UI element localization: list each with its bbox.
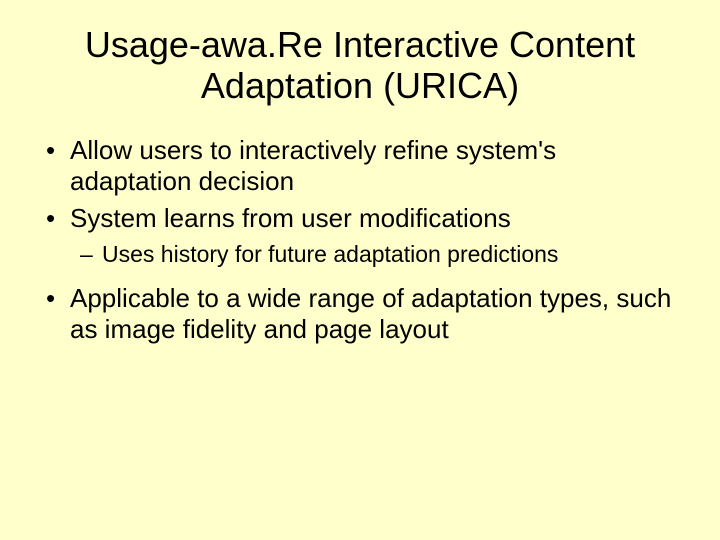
- list-item-sub: Uses history for future adaptation predi…: [40, 240, 680, 269]
- list-item: Allow users to interactively refine syst…: [40, 135, 680, 197]
- list-item: Applicable to a wide range of adaptation…: [40, 283, 680, 345]
- bullet-list: Allow users to interactively refine syst…: [40, 135, 680, 346]
- slide-title: Usage-awa.Re Interactive Content Adaptat…: [40, 24, 680, 107]
- slide: Usage-awa.Re Interactive Content Adaptat…: [0, 0, 720, 540]
- list-item: System learns from user modifications: [40, 203, 680, 234]
